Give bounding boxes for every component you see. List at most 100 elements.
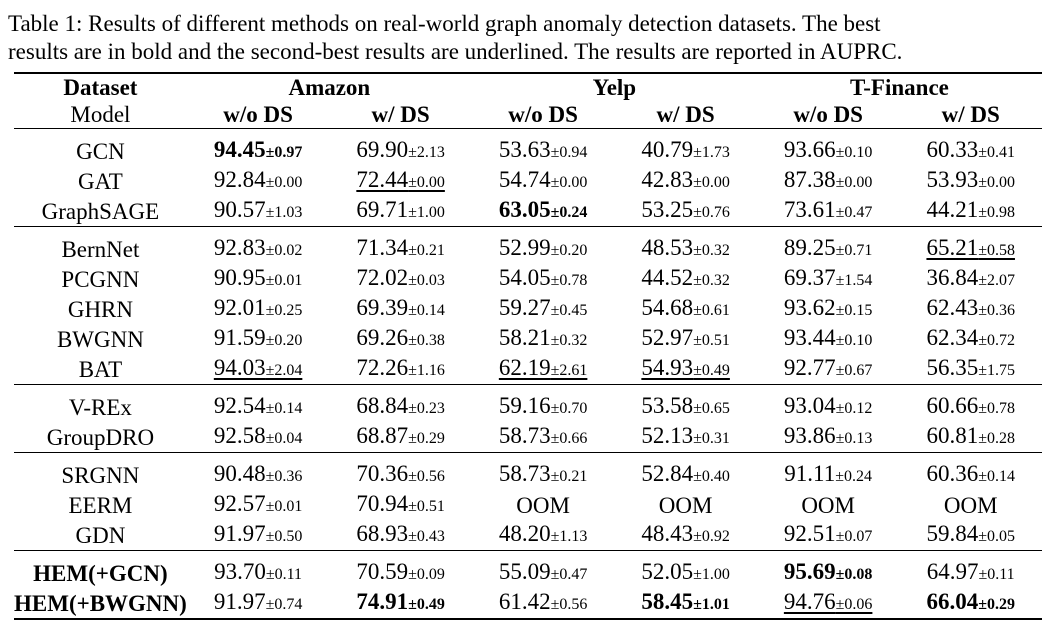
std-value: ±0.98	[978, 204, 1015, 221]
result-cell: 60.33±0.41	[899, 136, 1042, 166]
subcol-header: w/o DS	[508, 102, 578, 127]
result-cell: 73.61±0.47	[757, 196, 900, 227]
std-value: ±0.66	[550, 430, 588, 447]
result-cell: 72.02±0.03	[329, 264, 472, 294]
std-value: ±0.29	[408, 430, 445, 447]
result-cell: 56.35±1.75	[899, 354, 1042, 385]
std-value: ±0.72	[978, 332, 1015, 349]
std-value: ±1.54	[835, 272, 873, 289]
std-value: ±0.10	[835, 332, 873, 349]
mean-value: 62.34	[926, 325, 979, 350]
mean-value: 58.45	[641, 589, 694, 614]
result-value-wrap: 91.97±0.50	[214, 521, 303, 546]
mean-value: 68.87	[356, 423, 409, 448]
mean-value: 71.34	[356, 235, 409, 260]
std-value: ±1.16	[408, 362, 445, 379]
result-cell: OOM	[899, 490, 1042, 520]
group-separator	[14, 452, 1042, 461]
mean-value: 53.63	[498, 137, 551, 162]
result-cell: 69.37±1.54	[757, 264, 900, 294]
std-value: ±0.01	[265, 272, 303, 289]
model-name: BWGNN	[56, 326, 144, 352]
result-value-wrap: 62.43±0.36	[926, 295, 1015, 320]
std-value: ±0.10	[835, 144, 873, 161]
result-value-wrap: 94.76±0.06	[784, 589, 873, 614]
result-cell: 36.84±2.07	[899, 264, 1042, 294]
result-cell: 94.76±0.06	[757, 588, 900, 619]
result-cell: 92.51±0.07	[757, 520, 900, 551]
mean-value: 59.27	[498, 295, 551, 320]
result-value-wrap: 60.81±0.28	[926, 423, 1015, 448]
mean-value: 53.25	[641, 197, 694, 222]
result-cell: 91.97±0.50	[187, 520, 330, 551]
std-value: ±0.14	[408, 302, 445, 319]
table-row: PCGNN 90.95±0.01 72.02±0.03 54.05±0.78 44.52…	[14, 264, 1042, 294]
std-value: ±0.47	[835, 204, 873, 221]
mean-value: 44.21	[926, 197, 979, 222]
result-value-wrap: OOM	[659, 493, 713, 518]
result-cell: 54.05±0.78	[472, 264, 615, 294]
mean-value: 73.61	[783, 197, 836, 222]
mean-value: 95.69	[783, 559, 836, 584]
result-cell: 69.71±1.00	[329, 196, 472, 227]
mean-value: 93.66	[783, 137, 836, 162]
subcol-header: w/o DS	[793, 102, 863, 127]
mean-value: 92.77	[783, 355, 836, 380]
table-row: BWGNN 91.59±0.20 69.26±0.38 58.21±0.32 52.97…	[14, 324, 1042, 354]
mean-value: 70.94	[356, 491, 409, 516]
mean-value: OOM	[516, 492, 570, 518]
std-value: ±0.51	[408, 498, 445, 515]
std-value: ±0.78	[550, 272, 588, 289]
result-cell: 93.66±0.10	[757, 136, 900, 166]
std-value: ±0.23	[408, 400, 445, 417]
std-value: ±0.50	[265, 528, 303, 545]
result-value-wrap: 92.77±0.67	[784, 355, 873, 380]
result-value-wrap: 40.79±1.73	[641, 137, 730, 162]
mean-value: 72.02	[356, 265, 409, 290]
model-name: EERM	[68, 492, 133, 518]
group-separator	[14, 226, 1042, 235]
mean-value: 92.01	[213, 295, 266, 320]
mean-value: 53.58	[641, 393, 694, 418]
std-value: ±0.40	[693, 468, 730, 485]
mean-value: 60.81	[926, 423, 979, 448]
result-cell: 59.84±0.05	[899, 520, 1042, 551]
mean-value: 52.05	[641, 559, 694, 584]
std-value: ±0.11	[978, 566, 1015, 583]
mean-value: 94.76	[783, 589, 836, 614]
mean-value: 92.57	[213, 491, 266, 516]
result-cell: 60.36±0.14	[899, 460, 1042, 490]
std-value: ±0.00	[978, 174, 1015, 191]
result-value-wrap: 92.51±0.07	[784, 521, 873, 546]
result-value-wrap: 70.59±0.09	[356, 559, 445, 584]
result-value-wrap: 54.74±0.00	[499, 167, 588, 192]
result-value-wrap: 69.71±1.00	[356, 197, 445, 222]
result-cell: 53.63±0.94	[472, 136, 615, 166]
result-cell: 90.57±1.03	[187, 196, 330, 227]
result-value-wrap: 55.09±0.47	[499, 559, 588, 584]
result-value-wrap: 90.48±0.36	[214, 461, 303, 486]
std-value: ±0.20	[550, 242, 588, 259]
model-name: GDN	[75, 522, 126, 548]
result-value-wrap: 60.33±0.41	[926, 137, 1015, 162]
result-value-wrap: 93.04±0.12	[784, 393, 873, 418]
result-value-wrap: 42.83±0.00	[641, 167, 730, 192]
result-value-wrap: 62.19±2.61	[499, 355, 588, 380]
result-cell: 44.52±0.32	[614, 264, 757, 294]
result-value-wrap: 44.52±0.32	[641, 265, 730, 290]
result-cell: 70.94±0.51	[329, 490, 472, 520]
result-cell: OOM	[614, 490, 757, 520]
mean-value: 91.59	[213, 325, 266, 350]
model-name: GroupDRO	[46, 424, 155, 450]
mean-value: 92.51	[783, 521, 836, 546]
mean-value: 54.74	[498, 167, 551, 192]
result-value-wrap: 91.97±0.74	[214, 589, 303, 614]
std-value: ±0.24	[835, 468, 872, 485]
table-row: GAT 92.84±0.00 72.44±0.00 54.74±0.00 42.83±0…	[14, 166, 1042, 196]
mean-value: 69.39	[356, 295, 409, 320]
result-value-wrap: 92.54±0.14	[214, 393, 303, 418]
result-cell: 60.66±0.78	[899, 392, 1042, 422]
std-value: ±0.65	[693, 400, 730, 417]
mean-value: OOM	[943, 492, 998, 518]
result-value-wrap: OOM	[516, 493, 570, 518]
